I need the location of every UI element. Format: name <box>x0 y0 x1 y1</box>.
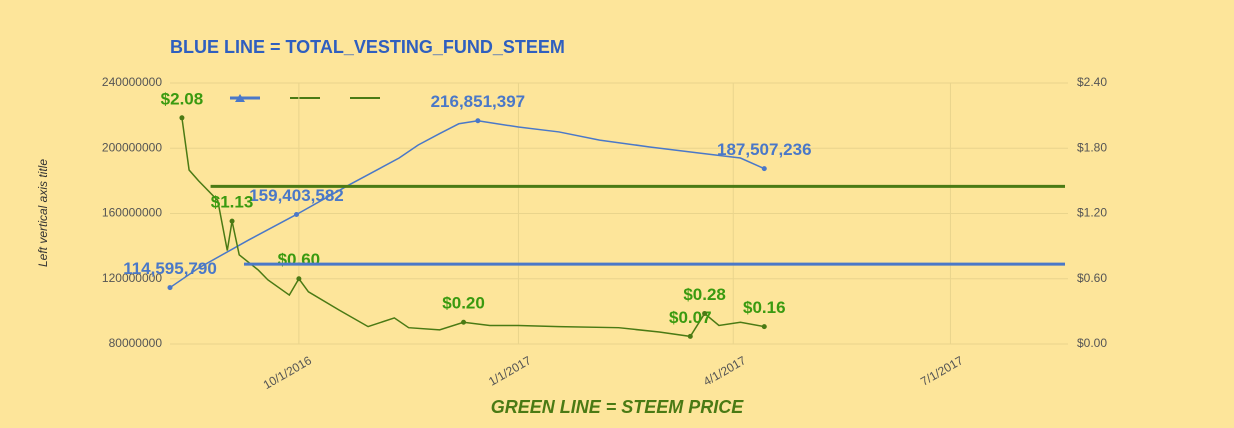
point-marker <box>761 324 767 330</box>
point-marker <box>229 218 235 224</box>
y-axis-title: Left vertical axis title <box>36 159 50 267</box>
point-marker <box>475 118 481 124</box>
point-marker <box>461 319 467 325</box>
y2-tick-label: $2.40 <box>1077 75 1107 89</box>
data-label: 216,851,397 <box>431 92 526 111</box>
data-label: 159,403,582 <box>249 186 344 205</box>
data-label: $0.16 <box>743 298 786 317</box>
y2-tick-label: $0.60 <box>1077 271 1107 285</box>
point-marker <box>296 276 302 282</box>
y-tick-label: 120000000 <box>102 271 162 285</box>
y2-tick-label: $1.80 <box>1077 140 1107 154</box>
y2-tick-label: $1.20 <box>1077 206 1107 220</box>
series-line <box>169 120 765 289</box>
point-marker <box>687 333 693 339</box>
point-marker <box>761 166 767 172</box>
y-tick-label: 80000000 <box>109 336 163 350</box>
y-tick-label: 240000000 <box>102 75 162 89</box>
point-marker <box>293 211 299 217</box>
data-label: $0.60 <box>278 250 321 269</box>
y2-tick-label: $0.00 <box>1077 336 1107 350</box>
x-axis-title: GREEN LINE = STEEM PRICE <box>491 397 745 417</box>
legend-marker <box>235 94 245 102</box>
data-label: $0.07 <box>669 308 712 327</box>
point-marker <box>179 115 185 121</box>
y-tick-label: 160000000 <box>102 206 162 220</box>
data-label: 114,595,790 <box>123 259 217 278</box>
data-label: $2.08 <box>161 89 204 108</box>
data-label: 187,507,236 <box>717 140 812 159</box>
data-label: $0.20 <box>442 294 485 313</box>
point-marker <box>167 285 173 291</box>
y-tick-label: 200000000 <box>102 140 162 154</box>
data-label: $1.13 <box>211 193 254 212</box>
chart-title: BLUE LINE = TOTAL_VESTING_FUND_STEEM <box>170 37 565 57</box>
data-label: $0.28 <box>683 285 726 304</box>
series-line <box>181 117 765 338</box>
legend <box>230 94 380 102</box>
point-marker <box>702 311 708 317</box>
